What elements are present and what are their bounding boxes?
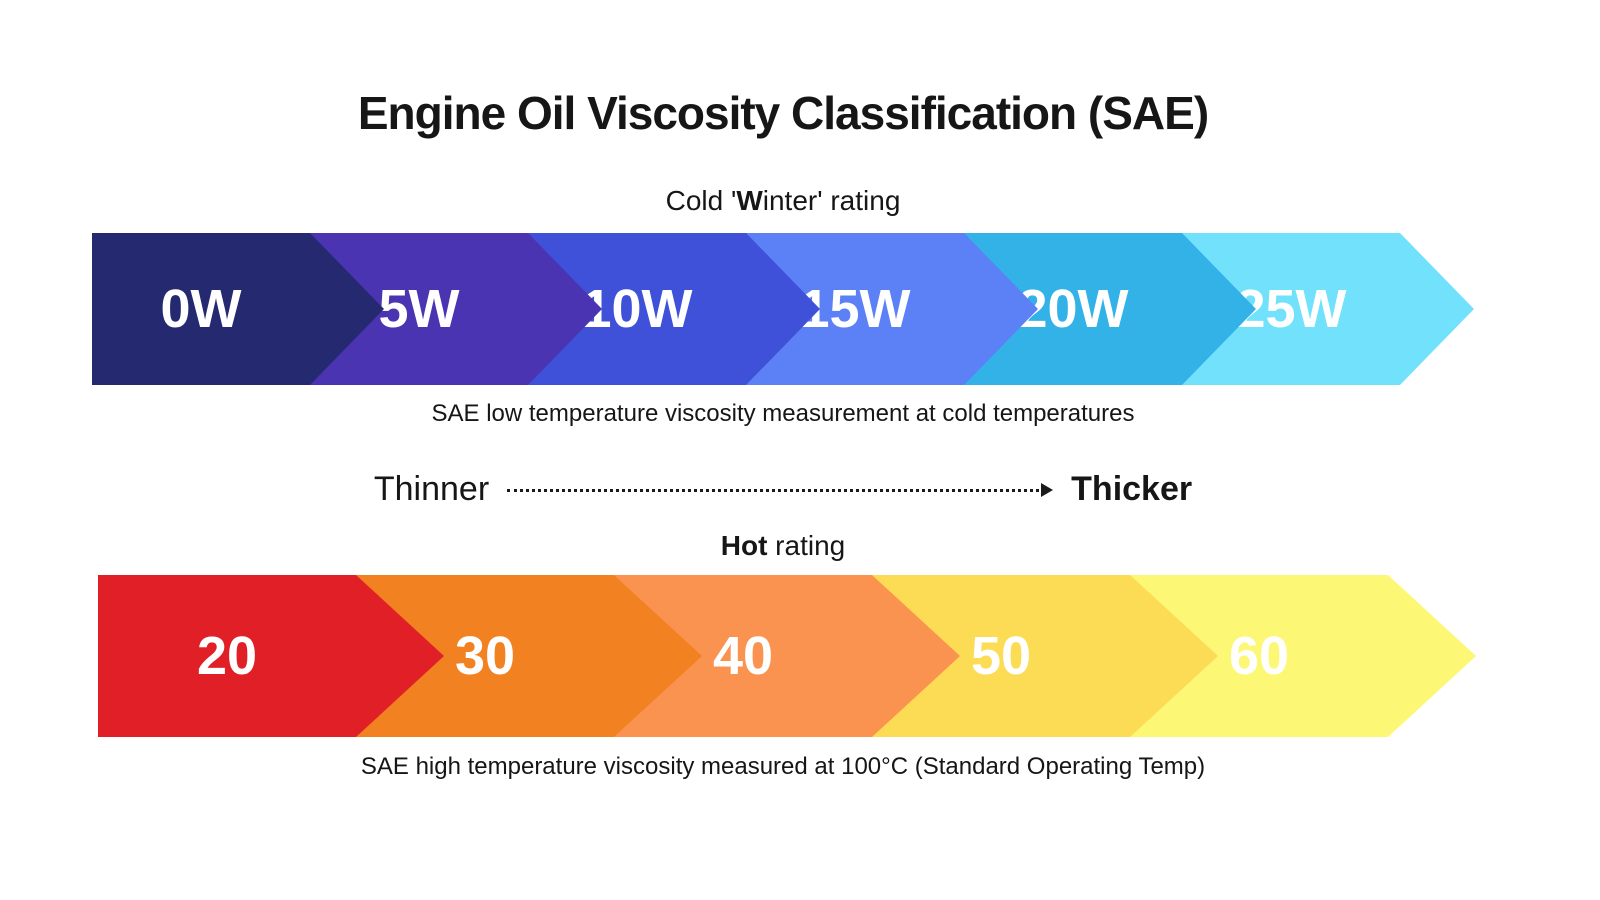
hot-rating-heading: Hot rating xyxy=(0,530,1566,562)
segment-label: 0W xyxy=(160,279,242,339)
arrow-head-icon xyxy=(1041,483,1054,497)
hot-heading-bold: Hot xyxy=(720,530,768,561)
segment-label: 40 xyxy=(712,626,774,686)
cold-heading-bold-w: W xyxy=(736,185,763,216)
thinner-label: Thinner xyxy=(373,470,490,508)
segment-label: 20 xyxy=(196,626,258,686)
cold-rating-heading: Cold 'Winter' rating xyxy=(0,185,1566,217)
cold-heading-suffix: inter' rating xyxy=(762,185,901,216)
hot-heading-suffix: rating xyxy=(767,530,846,561)
segment-label: 50 xyxy=(970,626,1032,686)
dotted-arrow-line xyxy=(507,488,1040,492)
segment-label: 60 xyxy=(1228,626,1290,686)
hot-bar-caption: SAE high temperature viscosity measured … xyxy=(360,753,1206,780)
thicker-label: Thicker xyxy=(1071,470,1193,508)
page-title: Engine Oil Viscosity Classification (SAE… xyxy=(357,87,1209,139)
thinner-thicker-scale: Thinner Thicker xyxy=(0,466,1566,512)
hot-viscosity-bar: 20 30 40 50 60 xyxy=(98,575,1574,737)
cold-heading-prefix: Cold ' xyxy=(665,185,737,216)
cold-viscosity-bar: 0W 5W 10W 15W 20W 25W xyxy=(92,233,1566,385)
segment-label: 5W xyxy=(378,279,460,339)
cold-bar-caption: SAE low temperature viscosity measuremen… xyxy=(431,400,1135,427)
segment-label: 30 xyxy=(454,626,516,686)
